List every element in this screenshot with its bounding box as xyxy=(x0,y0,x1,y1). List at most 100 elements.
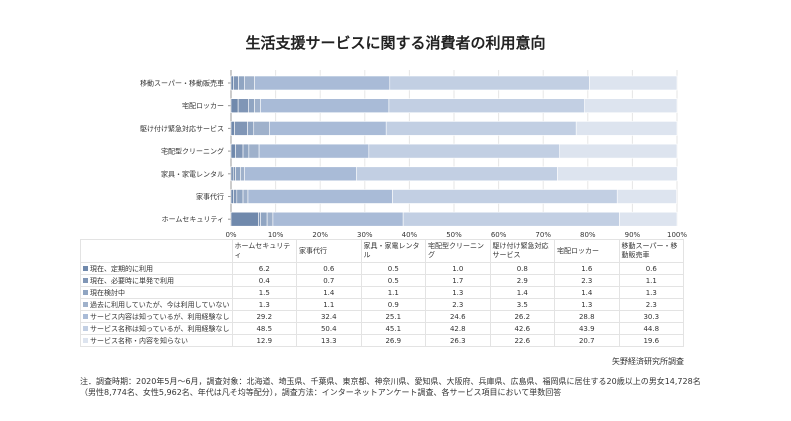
bar-segment xyxy=(388,98,585,113)
bar-segment xyxy=(368,143,561,159)
table-cell: 0.4 xyxy=(231,274,298,287)
table-cell: 26.3 xyxy=(425,334,491,347)
bar-segment xyxy=(584,98,678,113)
table-cell: 0.9 xyxy=(360,298,427,311)
bar-segment xyxy=(402,211,620,227)
bar-segment xyxy=(589,75,678,91)
table-column-header: 宅配ロッカー xyxy=(554,239,620,263)
table-cell: 24.6 xyxy=(425,310,491,323)
table-cell: 50.4 xyxy=(296,322,362,335)
table-row: 現在検討中 1.5 1.4 1.1 1.3 1.4 1.4 1.3 xyxy=(80,286,685,299)
bar-segment xyxy=(242,143,250,159)
bar-segment xyxy=(392,189,618,204)
bar-segment xyxy=(230,98,239,113)
table-cell: 1.3 xyxy=(554,298,620,311)
legend-label: サービス名称は知っているが、利用経験なし xyxy=(90,324,230,333)
source-label: 矢野経済研究所調査 xyxy=(612,357,684,366)
table-cell: 32.4 xyxy=(296,310,362,323)
table-cell: 26.2 xyxy=(489,310,556,323)
x-tick-label: 20% xyxy=(312,231,328,239)
bar-segment xyxy=(230,75,234,91)
table-column-header: 家具・家電レンタル xyxy=(360,239,427,263)
legend-label: 過去に利用していたが、今は利用していない xyxy=(90,300,230,309)
table-column-header: 移動スーパー・移動販売車 xyxy=(618,239,685,263)
table-cell: 3.5 xyxy=(489,298,556,311)
bar-segment xyxy=(575,121,678,136)
legend-swatch xyxy=(83,302,88,307)
bar-segment xyxy=(237,98,249,113)
bar-segment xyxy=(254,98,261,113)
bar-segment xyxy=(230,189,234,204)
table-cell: 26.9 xyxy=(360,334,427,347)
legend-swatch xyxy=(83,278,88,283)
legend-swatch xyxy=(83,326,88,331)
category-label: 駆け付け緊急対応サービス xyxy=(140,124,224,133)
table-cell: 43.9 xyxy=(554,322,620,335)
bar-segment xyxy=(616,189,677,204)
table-row-header: 過去に利用していたが、今は利用していない xyxy=(80,298,233,311)
x-tick-label: 70% xyxy=(535,231,551,239)
bar-segment xyxy=(233,189,238,204)
x-tick-label: 40% xyxy=(402,231,418,239)
table-row: 現在、必要時に単発で利用 0.4 0.7 0.5 1.7 2.9 2.3 1.1 xyxy=(80,274,685,287)
bar-segment xyxy=(234,121,248,136)
bar-segment xyxy=(269,121,387,136)
table-cell: 29.2 xyxy=(231,310,298,323)
table-cell: 0.8 xyxy=(489,262,556,275)
legend-label: サービス名称・内容を知らない xyxy=(90,336,188,345)
table-row: サービス名称は知っているが、利用経験なし 48.5 50.4 45.1 42.8 42.6… xyxy=(80,322,685,335)
bar-segment xyxy=(253,121,270,136)
bar-segment xyxy=(244,166,357,182)
x-tick-label: 100% xyxy=(667,231,687,239)
bar-segment xyxy=(356,166,558,182)
x-tick-label: 10% xyxy=(268,231,284,239)
bar-segment xyxy=(260,211,268,227)
table-cell: 42.8 xyxy=(425,322,491,335)
table-row-header: サービス名称・内容を知らない xyxy=(80,334,233,347)
bar-segment xyxy=(242,189,249,204)
table-cell: 48.5 xyxy=(231,322,298,335)
table-cell: 1.3 xyxy=(231,298,298,311)
table-cell: 1.4 xyxy=(554,286,620,299)
table-cell: 19.6 xyxy=(618,334,685,347)
table-cell: 13.3 xyxy=(296,334,362,347)
bar-segment xyxy=(247,189,393,204)
table-cell: 6.2 xyxy=(231,262,298,275)
table-cell: 0.5 xyxy=(360,274,427,287)
table-cell: 0.5 xyxy=(360,262,427,275)
legend-swatch xyxy=(83,338,88,343)
footnote-line-1: 注．調査時期：2020年5月～6月，調査対象：北海道、埼玉県、千葉県、東京都、神… xyxy=(80,377,701,386)
table-cell: 1.7 xyxy=(425,274,491,287)
bar-segment xyxy=(385,121,577,136)
table-corner xyxy=(80,239,233,263)
bar-segment xyxy=(247,121,255,136)
category-label: 家具・家電レンタル xyxy=(161,169,224,178)
bar-segment xyxy=(258,143,370,159)
bar-segment xyxy=(236,189,244,204)
bar-segment xyxy=(619,211,678,227)
bar-segment xyxy=(557,166,678,182)
table-row: 現在、定期的に利用 6.2 0.6 0.5 1.0 0.8 1.6 0.6 xyxy=(80,262,685,275)
bar-segment xyxy=(389,75,590,91)
bar-segment xyxy=(233,75,239,91)
table-cell: 1.4 xyxy=(489,286,556,299)
category-label: 移動スーパー・移動販売車 xyxy=(140,79,224,88)
bar-segment xyxy=(238,75,245,91)
table-cell: 45.1 xyxy=(360,322,427,335)
x-tick-label: 0% xyxy=(225,231,236,239)
legend-swatch xyxy=(83,290,88,295)
legend-swatch xyxy=(83,266,88,271)
bar-segment xyxy=(240,166,245,182)
x-tick-label: 60% xyxy=(491,231,507,239)
table-cell: 22.6 xyxy=(489,334,556,347)
x-tick-label: 80% xyxy=(580,231,596,239)
legend-label: 現在、定期的に利用 xyxy=(90,264,153,273)
table-cell: 2.9 xyxy=(489,274,556,287)
table-cell: 0.7 xyxy=(296,274,362,287)
table-cell: 1.1 xyxy=(296,298,362,311)
legend-label: サービス内容は知っているが、利用経験なし xyxy=(90,312,230,321)
bar-segment xyxy=(230,166,234,182)
table-cell: 1.6 xyxy=(554,262,620,275)
legend-swatch xyxy=(83,314,88,319)
bar-segment xyxy=(235,166,241,182)
